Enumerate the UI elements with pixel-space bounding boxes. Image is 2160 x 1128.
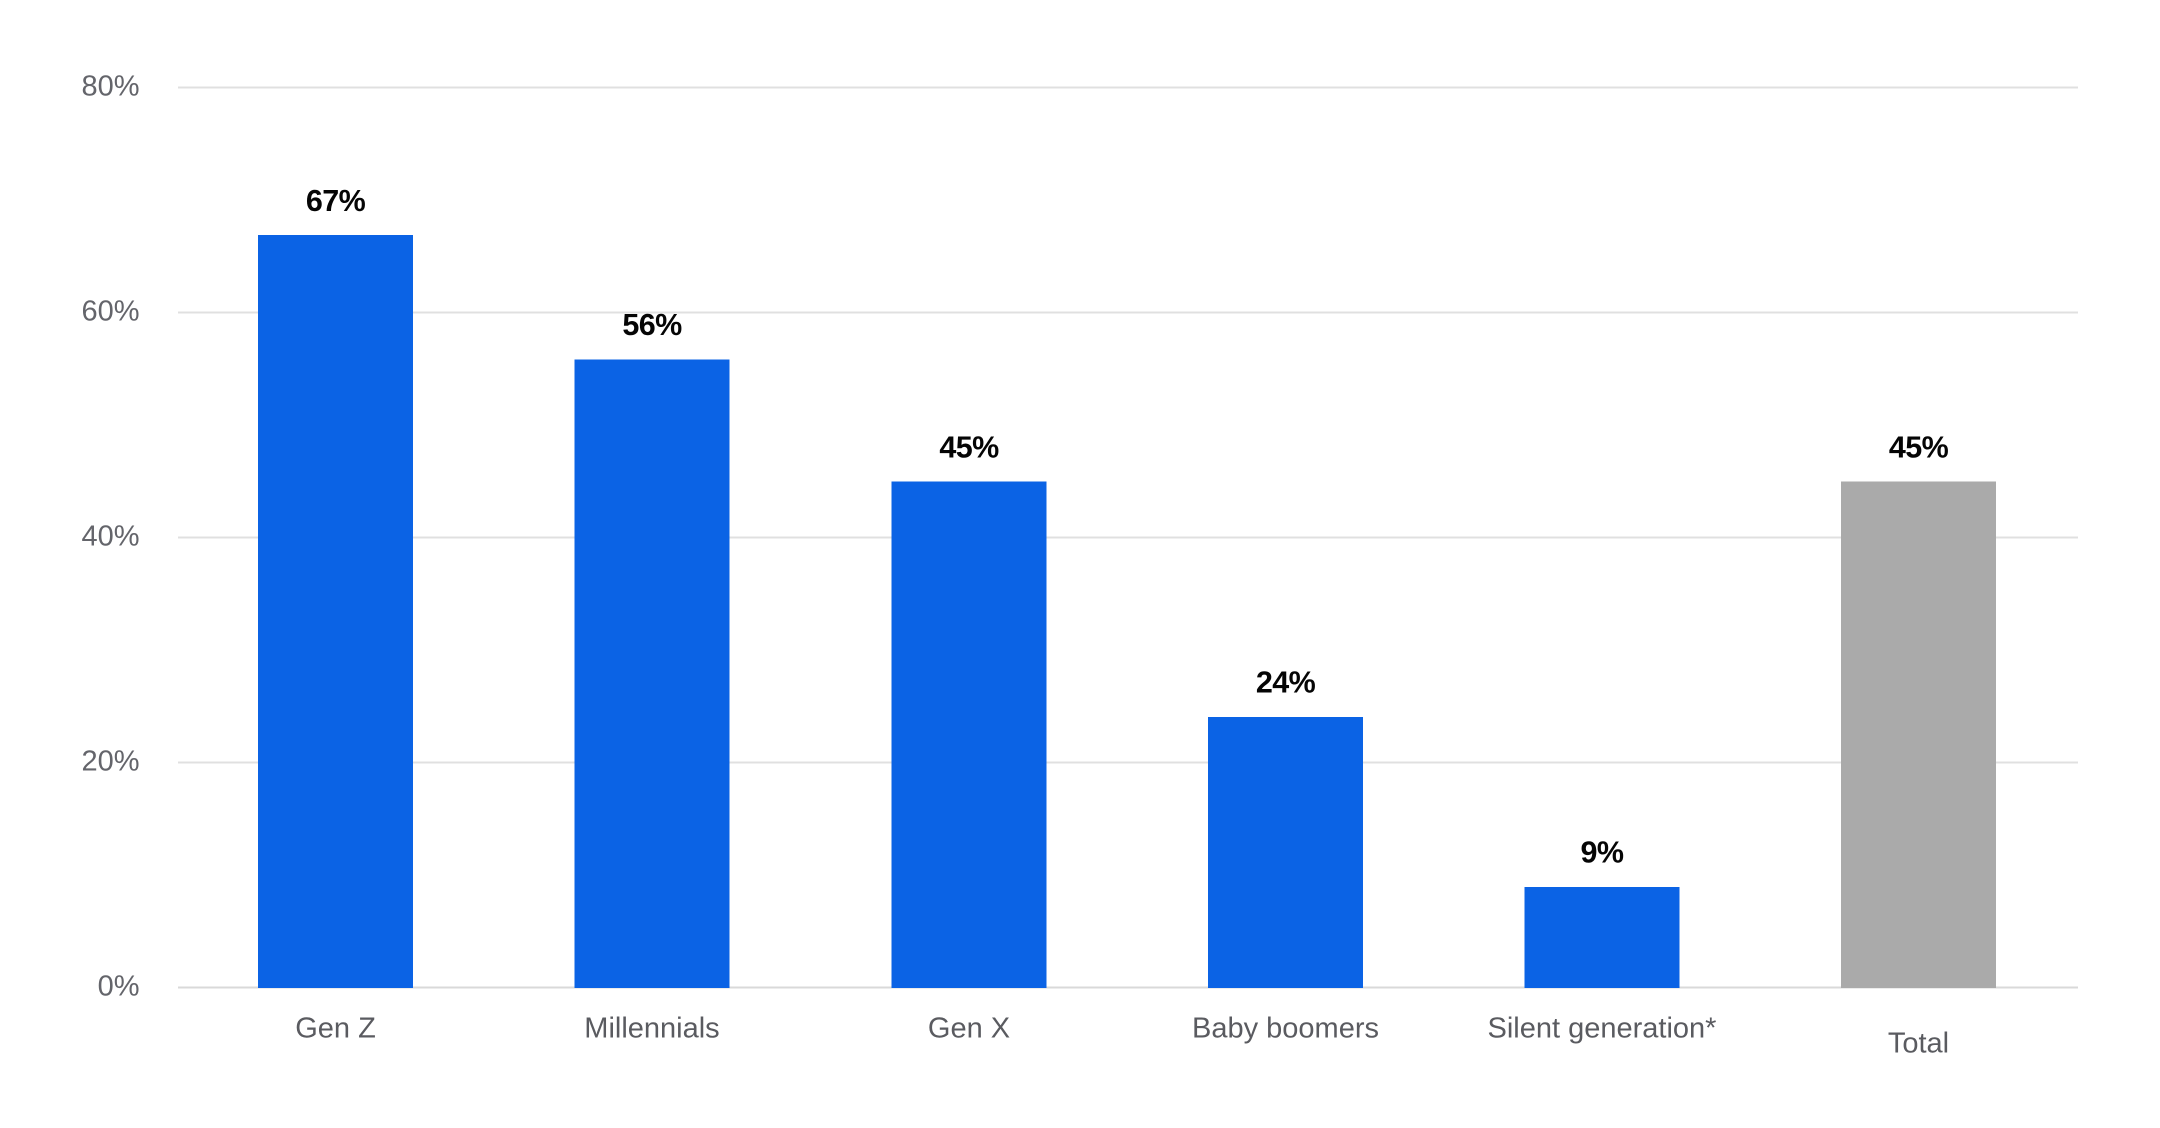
svg-text:Gen X: Gen X <box>928 1013 1010 1045</box>
svg-text:9%: 9% <box>1581 836 1624 870</box>
svg-text:20%: 20% <box>81 746 139 778</box>
svg-text:Baby boomers: Baby boomers <box>1192 1013 1379 1045</box>
svg-text:Total: Total <box>1888 1028 1949 1060</box>
svg-text:60%: 60% <box>81 296 139 328</box>
svg-text:Silent generation*: Silent generation* <box>1488 1013 1717 1045</box>
svg-text:56%: 56% <box>622 308 682 342</box>
svg-text:80%: 80% <box>81 71 139 103</box>
svg-text:45%: 45% <box>1889 431 1949 465</box>
svg-text:45%: 45% <box>939 431 999 465</box>
svg-text:40%: 40% <box>81 521 139 553</box>
svg-text:24%: 24% <box>1256 666 1316 700</box>
svg-text:Gen Z: Gen Z <box>295 1013 376 1045</box>
svg-text:Millennials: Millennials <box>584 1013 719 1045</box>
svg-text:0%: 0% <box>98 971 140 1003</box>
svg-text:67%: 67% <box>306 184 366 218</box>
